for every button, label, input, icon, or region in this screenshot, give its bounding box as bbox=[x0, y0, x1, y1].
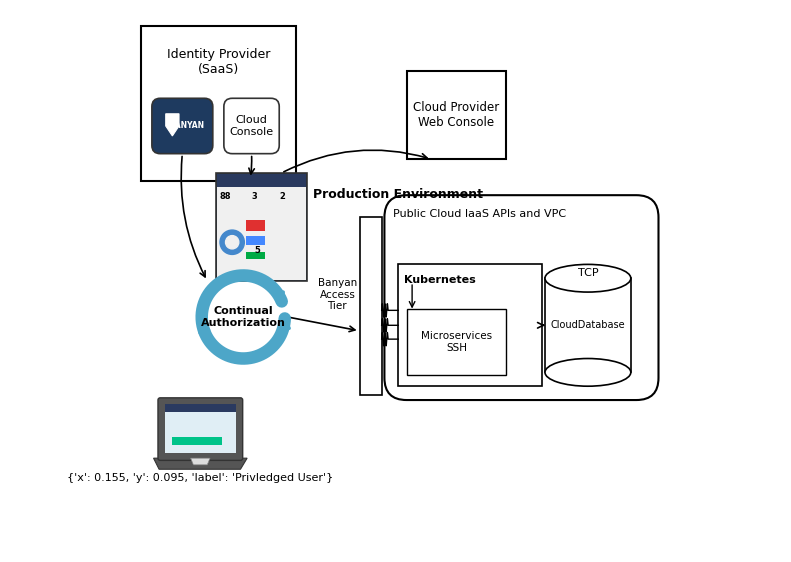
Bar bbox=[172, 437, 222, 446]
Bar bbox=[217, 174, 306, 280]
Text: Cloud Provider
Web Console: Cloud Provider Web Console bbox=[413, 101, 500, 129]
Text: Banyan
Access
Tier: Banyan Access Tier bbox=[318, 278, 357, 311]
Text: 2: 2 bbox=[279, 192, 285, 201]
Bar bbox=[216, 173, 307, 281]
Text: Kubernetes: Kubernetes bbox=[403, 275, 475, 285]
Text: {'x': 0.155, 'y': 0.095, 'label': 'Privledged User'}: {'x': 0.155, 'y': 0.095, 'label': 'Privl… bbox=[67, 473, 333, 483]
Text: Microservices
SSH: Microservices SSH bbox=[421, 331, 492, 353]
Text: TCP: TCP bbox=[577, 268, 598, 278]
FancyBboxPatch shape bbox=[224, 98, 279, 153]
Polygon shape bbox=[191, 458, 210, 465]
Ellipse shape bbox=[546, 265, 630, 291]
Bar bbox=[246, 252, 266, 259]
Bar bbox=[165, 405, 236, 412]
Text: 3: 3 bbox=[252, 192, 257, 201]
Text: Cloud
Console: Cloud Console bbox=[229, 115, 274, 137]
Text: Public Cloud IaaS APIs and VPC: Public Cloud IaaS APIs and VPC bbox=[393, 209, 566, 219]
Circle shape bbox=[225, 235, 239, 249]
Polygon shape bbox=[166, 114, 179, 136]
Bar bbox=[545, 278, 630, 373]
FancyBboxPatch shape bbox=[384, 195, 658, 400]
Text: Production Environment: Production Environment bbox=[313, 188, 483, 201]
Text: CloudDatabase: CloudDatabase bbox=[551, 320, 625, 330]
Bar bbox=[141, 26, 296, 182]
Bar bbox=[407, 71, 506, 159]
Bar bbox=[360, 217, 382, 395]
Bar bbox=[217, 174, 306, 187]
Bar bbox=[398, 264, 542, 386]
Bar bbox=[165, 406, 236, 452]
Bar bbox=[246, 220, 266, 231]
Bar bbox=[246, 236, 266, 245]
Bar bbox=[407, 309, 506, 375]
Text: Continual
Authorization: Continual Authorization bbox=[201, 306, 286, 328]
Text: 5: 5 bbox=[255, 246, 260, 255]
FancyBboxPatch shape bbox=[158, 398, 243, 460]
Text: 88: 88 bbox=[220, 192, 232, 201]
Text: Identity Provider
(SaaS): Identity Provider (SaaS) bbox=[167, 48, 270, 76]
Ellipse shape bbox=[545, 359, 630, 386]
Circle shape bbox=[220, 230, 244, 255]
FancyBboxPatch shape bbox=[152, 98, 213, 153]
Ellipse shape bbox=[545, 264, 630, 292]
Text: BANYAN: BANYAN bbox=[169, 121, 204, 130]
Polygon shape bbox=[153, 458, 247, 469]
